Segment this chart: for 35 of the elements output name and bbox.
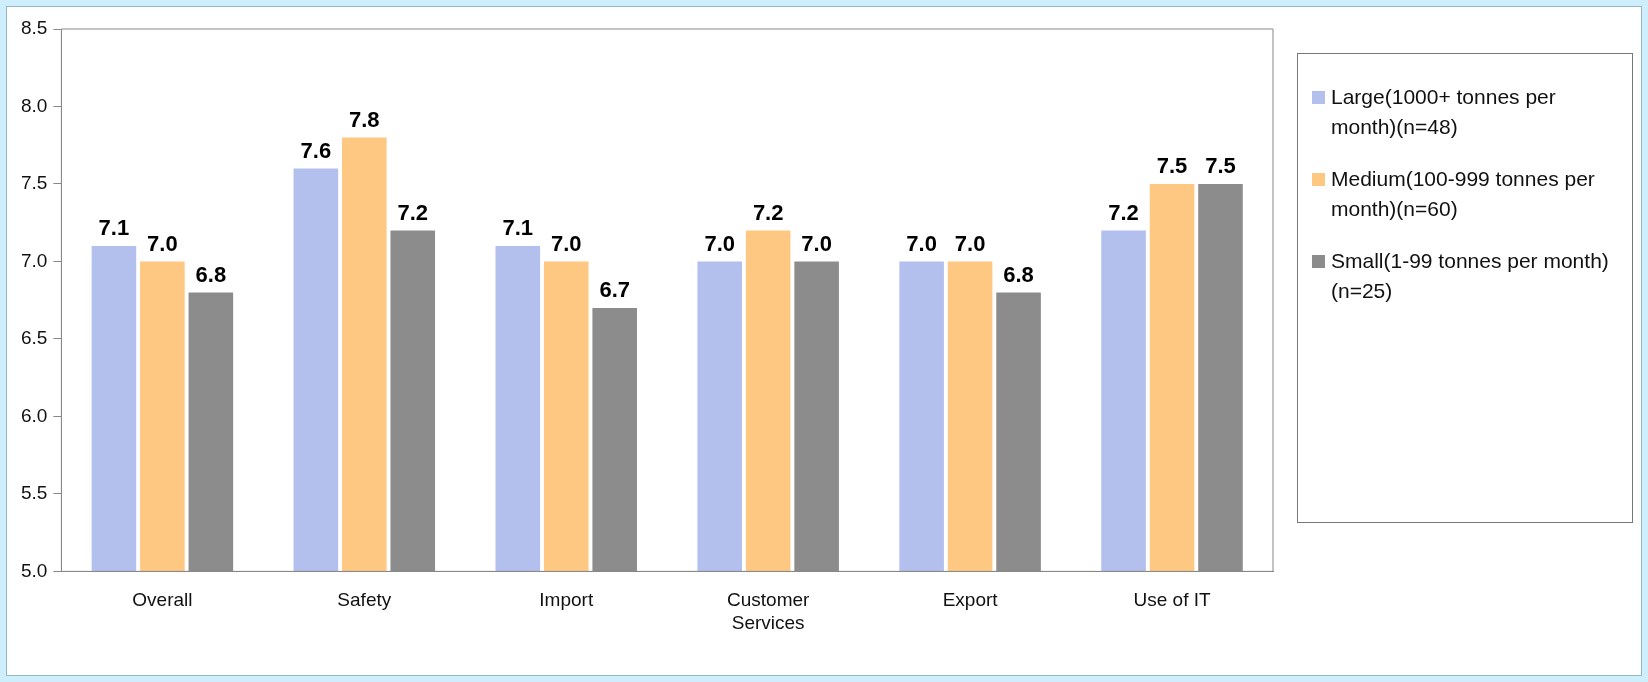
data-label: 7.1 — [502, 215, 534, 241]
y-tick-label: 5.5 — [20, 482, 48, 504]
y-tick-label: 8.5 — [20, 17, 48, 39]
data-label: 7.0 — [801, 230, 832, 256]
x-tick-label: Overall — [132, 589, 193, 611]
data-label: 6.8 — [1003, 261, 1034, 287]
y-tick-label: 5.0 — [20, 559, 48, 581]
data-label: 7.6 — [300, 137, 332, 163]
data-label: 7.5 — [1156, 153, 1188, 179]
data-label: 7.0 — [954, 230, 986, 256]
data-label: 7.0 — [550, 230, 582, 256]
data-label: 7.2 — [1108, 199, 1139, 225]
data-label: 7.1 — [98, 215, 130, 241]
legend-label: Small(1-99 tonnes per month)(n=25) — [1331, 248, 1610, 304]
legend-label: Medium(100-999 tonnes per month)(n=60) — [1331, 166, 1596, 222]
data-label: 7.0 — [704, 230, 736, 256]
y-tick-label: 8.0 — [20, 94, 48, 116]
data-label: 7.5 — [1205, 153, 1236, 179]
y-tick-label: 6.5 — [20, 327, 48, 349]
data-label: 7.0 — [906, 230, 937, 256]
x-tick-label: Customer Services — [726, 589, 811, 633]
data-label: 7.2 — [397, 199, 429, 225]
data-label: 7.2 — [752, 199, 784, 225]
x-tick-label: Safety — [337, 589, 392, 611]
data-label: 7.0 — [147, 230, 178, 256]
data-label: 7.8 — [349, 106, 380, 132]
data-label: 6.8 — [195, 261, 227, 287]
data-label: 6.7 — [599, 277, 630, 303]
x-tick-label: Import — [539, 589, 594, 611]
x-tick-label: Export — [942, 589, 999, 611]
y-tick-label: 6.0 — [20, 404, 48, 426]
y-tick-label: 7.5 — [20, 172, 48, 194]
legend-label: Large(1000+ tonnes per month)(n=48) — [1331, 84, 1557, 140]
y-tick-label: 7.0 — [20, 249, 48, 271]
x-tick-label: Use of IT — [1133, 589, 1211, 611]
